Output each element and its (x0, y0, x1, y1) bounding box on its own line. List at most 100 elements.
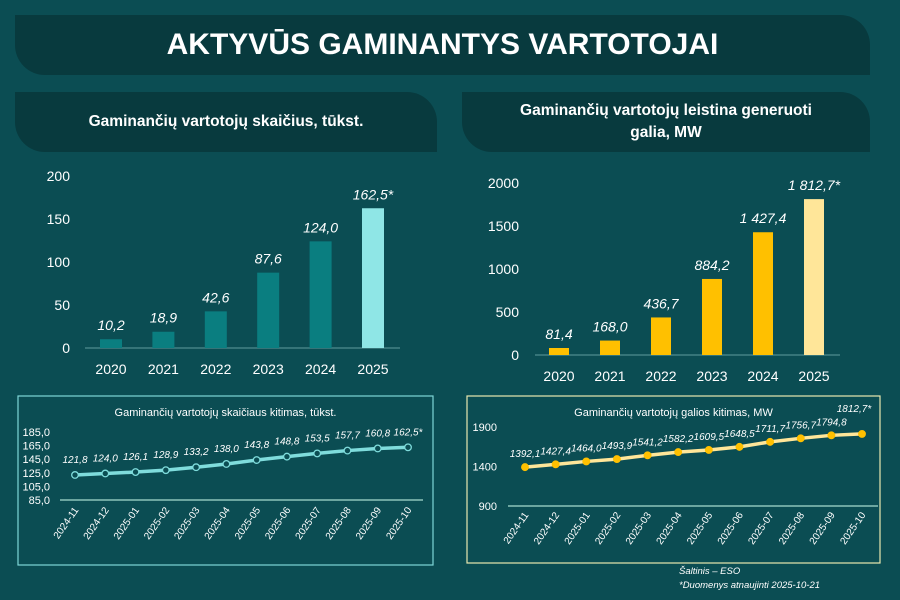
x-tick-label: 2021 (594, 368, 625, 384)
x-tick-label: 2025-05 (685, 510, 715, 547)
data-point (404, 443, 412, 452)
data-label: 168,0 (592, 319, 627, 335)
y-tick-label: 0 (511, 347, 519, 363)
data-label: 42,6 (202, 289, 229, 305)
data-label: 436,7 (643, 295, 679, 311)
data-label: 1756,7 (785, 420, 816, 431)
y-tick-label: 200 (47, 168, 71, 184)
data-point (551, 460, 560, 469)
x-tick-label: 2025-08 (777, 510, 807, 547)
data-point (131, 468, 140, 477)
data-point (674, 448, 683, 457)
bar (204, 311, 227, 348)
x-tick-label: 2024-11 (52, 505, 82, 541)
y-tick-label: 1900 (473, 422, 497, 434)
y-tick-label: 150 (47, 211, 71, 227)
x-tick-label: 2024 (747, 368, 778, 384)
x-tick-label: 2025-04 (655, 510, 685, 547)
bar (600, 340, 620, 355)
source-note: Šaltinis – ESO (679, 566, 741, 577)
y-tick-label: 185,0 (22, 427, 50, 439)
data-point (735, 442, 744, 451)
data-label: 128,9 (153, 450, 178, 461)
x-tick-label: 2021 (148, 361, 179, 377)
line-chart-frame (466, 395, 881, 564)
data-label: 1582,2 (663, 434, 694, 445)
data-point (222, 460, 231, 468)
y-tick-label: 125,0 (22, 468, 50, 480)
right-panel-title: Gaminančių vartotojų leistina generuoti … (462, 92, 870, 152)
x-tick-label: 2025-03 (172, 505, 202, 542)
data-label: 153,5 (305, 433, 330, 444)
y-tick-label: 85,0 (29, 495, 50, 507)
y-tick-label: 1500 (488, 218, 519, 234)
data-label: 81,4 (545, 326, 572, 342)
x-tick-label: 2020 (95, 361, 126, 377)
y-tick-label: 1400 (473, 462, 497, 474)
x-tick-label: 2025-08 (324, 505, 354, 542)
left-panel-title: Gaminančių vartotojų skaičius, tūkst. (15, 92, 437, 152)
bar (549, 347, 569, 355)
data-label: 10,2 (97, 317, 124, 333)
bar (257, 272, 280, 348)
x-tick-label: 2025-03 (624, 510, 654, 547)
data-label: 148,8 (274, 437, 299, 448)
data-label: 124,0 (303, 219, 338, 235)
data-label: 138,0 (214, 444, 239, 455)
data-point (192, 463, 201, 472)
bar (309, 241, 332, 348)
data-label: 1711,7 (755, 424, 785, 435)
x-tick-label: 2024-12 (532, 510, 562, 547)
data-label: 18,9 (150, 310, 177, 326)
y-tick-label: 1000 (488, 261, 519, 277)
data-point (582, 457, 591, 466)
data-label: 162,5* (353, 186, 394, 202)
x-tick-label: 2025-10 (384, 505, 414, 542)
data-point (282, 452, 291, 461)
bar (152, 331, 175, 348)
data-point (704, 445, 713, 454)
data-point (373, 444, 382, 453)
bar (651, 317, 671, 355)
x-tick-label: 2025-05 (233, 505, 263, 542)
data-label: 162,5* (394, 427, 424, 438)
x-tick-label: 2025-06 (263, 505, 293, 542)
data-label: 157,7 (335, 431, 360, 442)
line-chart-frame (17, 395, 434, 566)
x-tick-label: 2025-01 (112, 505, 142, 542)
footnote: *Duomenys atnaujinti 2025-10-21 (679, 580, 821, 591)
x-tick-label: 2024-12 (82, 505, 112, 542)
y-tick-label: 900 (479, 501, 497, 513)
x-tick-label: 2025 (357, 361, 388, 377)
data-point (521, 463, 529, 472)
data-label: 1392,1 (510, 449, 541, 460)
data-label: 1 812,7* (788, 177, 841, 193)
y-tick-label: 0 (62, 340, 70, 356)
y-tick-label: 2000 (488, 175, 519, 191)
x-tick-label: 2023 (696, 368, 727, 384)
y-tick-label: 500 (496, 304, 520, 320)
data-label: 124,0 (93, 453, 118, 464)
x-tick-label: 2025-04 (203, 505, 233, 542)
x-tick-label: 2022 (645, 368, 676, 384)
data-point (161, 466, 170, 475)
data-label: 87,6 (255, 251, 282, 267)
data-point (643, 451, 652, 460)
x-tick-label: 2025-09 (808, 510, 838, 547)
x-tick-label: 2025 (798, 368, 829, 384)
line-chart-title: Gaminančių vartotojų skaičiaus kitimas, … (115, 407, 337, 419)
data-point (796, 434, 805, 443)
y-tick-label: 50 (54, 297, 70, 313)
x-tick-label: 2024-11 (502, 510, 532, 546)
data-label: 1794,8 (816, 417, 847, 428)
x-tick-label: 2024 (305, 361, 336, 377)
data-label: 1493,9 (602, 441, 633, 452)
x-tick-label: 2022 (200, 361, 231, 377)
data-label: 133,2 (184, 447, 209, 458)
x-tick-label: 2025-09 (354, 505, 384, 542)
x-tick-label: 2025-06 (716, 510, 746, 547)
x-tick-label: 2025-02 (142, 505, 172, 542)
bar (100, 339, 122, 348)
data-label: 1812,7* (837, 404, 873, 415)
y-tick-label: 165,0 (22, 441, 50, 453)
